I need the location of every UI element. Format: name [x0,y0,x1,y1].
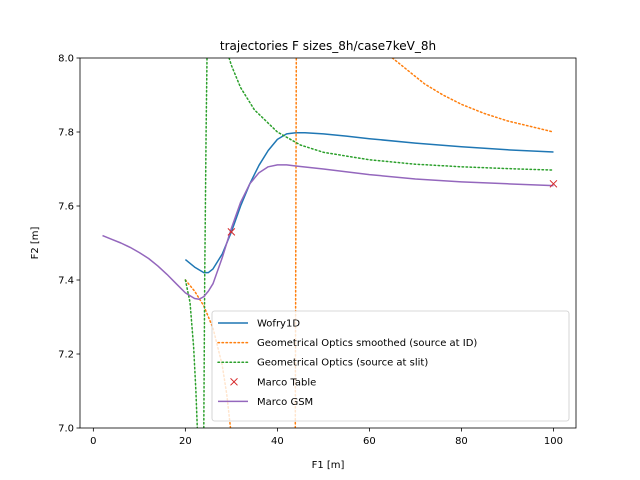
x-tick-label: 20 [179,436,192,447]
legend-label-marco-table: Marco Table [257,377,316,388]
series-line-wofry1d [184,131,554,274]
series-line-geometrical-optics-source-at-slit [184,279,199,428]
legend-label-wofry1d: Wofry1D [257,319,300,330]
y-tick-label: 7.8 [58,128,74,139]
marker-layer [227,179,558,236]
y-tick-label: 8.0 [58,54,74,65]
y-axis: 7.0 7.2 7.4 7.6 7.8 8.0 [58,54,80,435]
y-tick-label: 7.0 [58,424,74,435]
y-tick-label: 7.4 [58,276,74,287]
x-axis-label: F1 [m] [312,460,345,471]
chart-title: trajectories F sizes_8h/case7keV_8h [220,39,436,53]
x-axis: 0 20 40 60 80 100 [90,428,563,447]
x-tick-label: 80 [455,436,468,447]
legend-label-geometrical-optics-source-at-slit: Geometrical Optics (source at slit) [257,358,428,369]
y-tick-label: 7.6 [58,202,74,213]
plot-frame [79,57,577,429]
marco-table-marker [227,228,236,236]
marco-table-marker [549,179,558,188]
y-tick-label: 7.2 [58,350,74,361]
legend-label-geometrical-optics-smoothed-source-at-id: Geometrical Optics smoothed (source at I… [257,338,477,349]
legend: Wofry1D Geometrical Optics smoothed (sour… [211,310,570,422]
legend-box [211,310,570,422]
x-tick-label: 60 [363,436,376,447]
y-axis-label: F2 [m] [30,226,41,259]
x-tick-label: 100 [544,436,563,447]
x-tick-label: 40 [271,436,284,447]
series-line-marco-gsm [102,164,554,300]
legend-label-marco-gsm: Marco GSM [257,397,313,408]
series-line-geometrical-optics-source-at-slit [228,58,555,171]
series-line-geometrical-optics-smoothed-source-at-id [391,58,555,133]
x-tick-label: 0 [90,436,96,447]
legend-swatch-marco-table [230,377,238,386]
series-line-geometrical-optics-source-at-slit [203,58,208,428]
